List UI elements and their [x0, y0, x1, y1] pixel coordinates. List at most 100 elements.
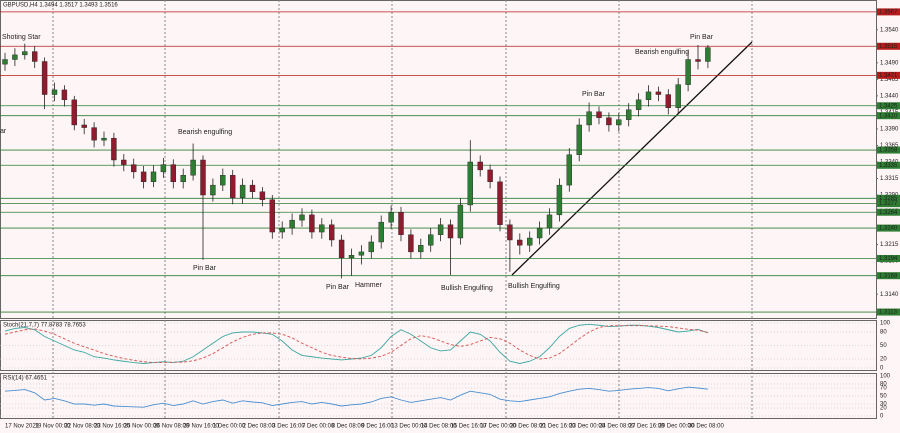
candle-body — [111, 137, 117, 161]
level-tag — [877, 146, 900, 154]
candle-body — [200, 159, 206, 196]
candle-body — [566, 154, 572, 186]
x-tick-label: 27 Dec 16:00 — [629, 424, 665, 430]
x-tick-label: 20 Dec 08:00 — [510, 424, 546, 430]
candle-body — [279, 227, 285, 233]
y-tick-label: 1.3440 — [880, 93, 899, 99]
candle-body — [368, 241, 374, 253]
x-tick-label: 3 Dec 16:00 — [272, 424, 305, 430]
rsi-line — [4, 386, 708, 408]
x-tick-label: 17 Dec 00:00 — [480, 424, 516, 430]
candle-body — [190, 159, 196, 176]
y-tick-label: 1.3465 — [880, 77, 899, 83]
x-tick-label: 13 Dec 00:00 — [391, 424, 427, 430]
candle-body — [467, 161, 473, 206]
x-tick-label: 25 Nov 00:00 — [124, 424, 160, 430]
level-label: 1.3410 — [879, 113, 898, 119]
level-tag — [877, 8, 900, 16]
x-tick-label: 29 Nov 16:00 — [183, 424, 219, 430]
y-tick-label: 1.3540 — [880, 27, 899, 33]
candle-body — [665, 94, 671, 108]
candle-body — [546, 214, 553, 229]
candle-body — [239, 184, 246, 198]
y-tick-label: 1.3140 — [880, 292, 899, 298]
candle-body — [626, 109, 632, 120]
candle-body — [477, 161, 483, 171]
level-tag — [877, 208, 900, 216]
annotation: Pin Bar — [690, 34, 714, 41]
level-tag — [877, 71, 900, 79]
panel-tick-label: 30 — [880, 402, 887, 408]
candle-body — [556, 184, 563, 216]
candle-body — [41, 61, 48, 95]
annotation: Shoting Star — [2, 34, 41, 41]
candle-body — [22, 51, 28, 56]
level-label: 1.3240 — [879, 226, 898, 232]
x-tick-label: 26 Nov 08:00 — [154, 424, 190, 430]
candle-body — [61, 89, 68, 101]
x-tick-label: 15 Dec 16:00 — [451, 424, 487, 430]
panel-tick-label: 20 — [880, 357, 887, 363]
candle-body — [289, 219, 295, 229]
candle-body — [487, 169, 493, 183]
x-tick-label: 8 Dec 08:00 — [332, 424, 365, 430]
level-label: 1.3515 — [879, 44, 898, 50]
week-separators — [52, 0, 753, 418]
candle-body — [210, 184, 216, 196]
annotation: Bullish Engulfing — [508, 283, 560, 290]
annotation: Bearish engulfing — [178, 129, 232, 136]
x-tick-label: 14 Dec 08:00 — [421, 424, 457, 430]
candle-body — [705, 47, 711, 62]
candle-body — [408, 234, 414, 253]
candle-body — [358, 251, 365, 256]
panel-tick-label: 80 — [880, 382, 887, 388]
candle-body — [388, 212, 394, 223]
candle-body — [517, 239, 523, 246]
candle-body — [655, 91, 662, 95]
level-label: 1.3277 — [879, 201, 898, 207]
panel-tick-label: 50 — [880, 343, 887, 349]
candle-body — [606, 117, 612, 126]
candle-body — [329, 224, 335, 241]
candle-body — [259, 191, 266, 200]
x-tick-label: 23 Nov 16:00 — [94, 424, 130, 430]
candle-body — [269, 199, 275, 233]
level-tag — [877, 102, 900, 110]
annotation: Pin Bar — [326, 284, 350, 291]
candle-body — [229, 174, 236, 198]
candle-body — [249, 184, 256, 192]
stoch-main-line — [4, 323, 709, 364]
candle-body — [447, 224, 454, 239]
candle-body — [140, 171, 147, 183]
candle-body — [12, 54, 18, 60]
candle-body — [527, 237, 533, 246]
candle-body — [160, 164, 167, 173]
rsi-title: RSI(14) 67.4651 — [3, 376, 48, 382]
candle-body — [378, 221, 384, 243]
candle-body — [81, 124, 87, 128]
annotation: Pin Bar — [582, 91, 606, 98]
level-label: 1.3168 — [879, 273, 898, 279]
x-tick-label: 24 Dec 08:00 — [599, 424, 635, 430]
level-tag — [877, 254, 900, 262]
candle-body — [130, 164, 137, 173]
candle-body — [635, 99, 642, 110]
panel-tick-label: 50 — [880, 394, 887, 400]
candle-body — [220, 174, 226, 186]
level-label: 1.3194 — [879, 256, 898, 262]
candle-body — [418, 245, 424, 253]
candle-body — [398, 212, 404, 235]
x-tick-label: 7 Dec 00:00 — [302, 424, 335, 430]
annotation: Hammer — [355, 282, 383, 289]
trend-line — [511, 41, 753, 276]
panel-tick-label: 0 — [880, 414, 884, 420]
x-tick-label: 19 Nov 00:00 — [35, 424, 71, 430]
panel-tick-label: 20 — [880, 406, 887, 412]
main-panel-frame — [0, 0, 877, 319]
level-tag — [877, 161, 900, 169]
y-tick-label: 1.3215 — [880, 242, 899, 248]
candle-body — [616, 119, 622, 126]
candle-body — [437, 224, 444, 235]
